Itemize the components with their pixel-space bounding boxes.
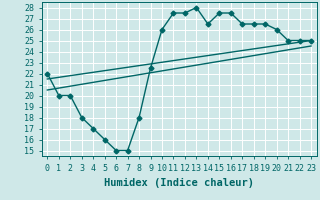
X-axis label: Humidex (Indice chaleur): Humidex (Indice chaleur) <box>104 178 254 188</box>
